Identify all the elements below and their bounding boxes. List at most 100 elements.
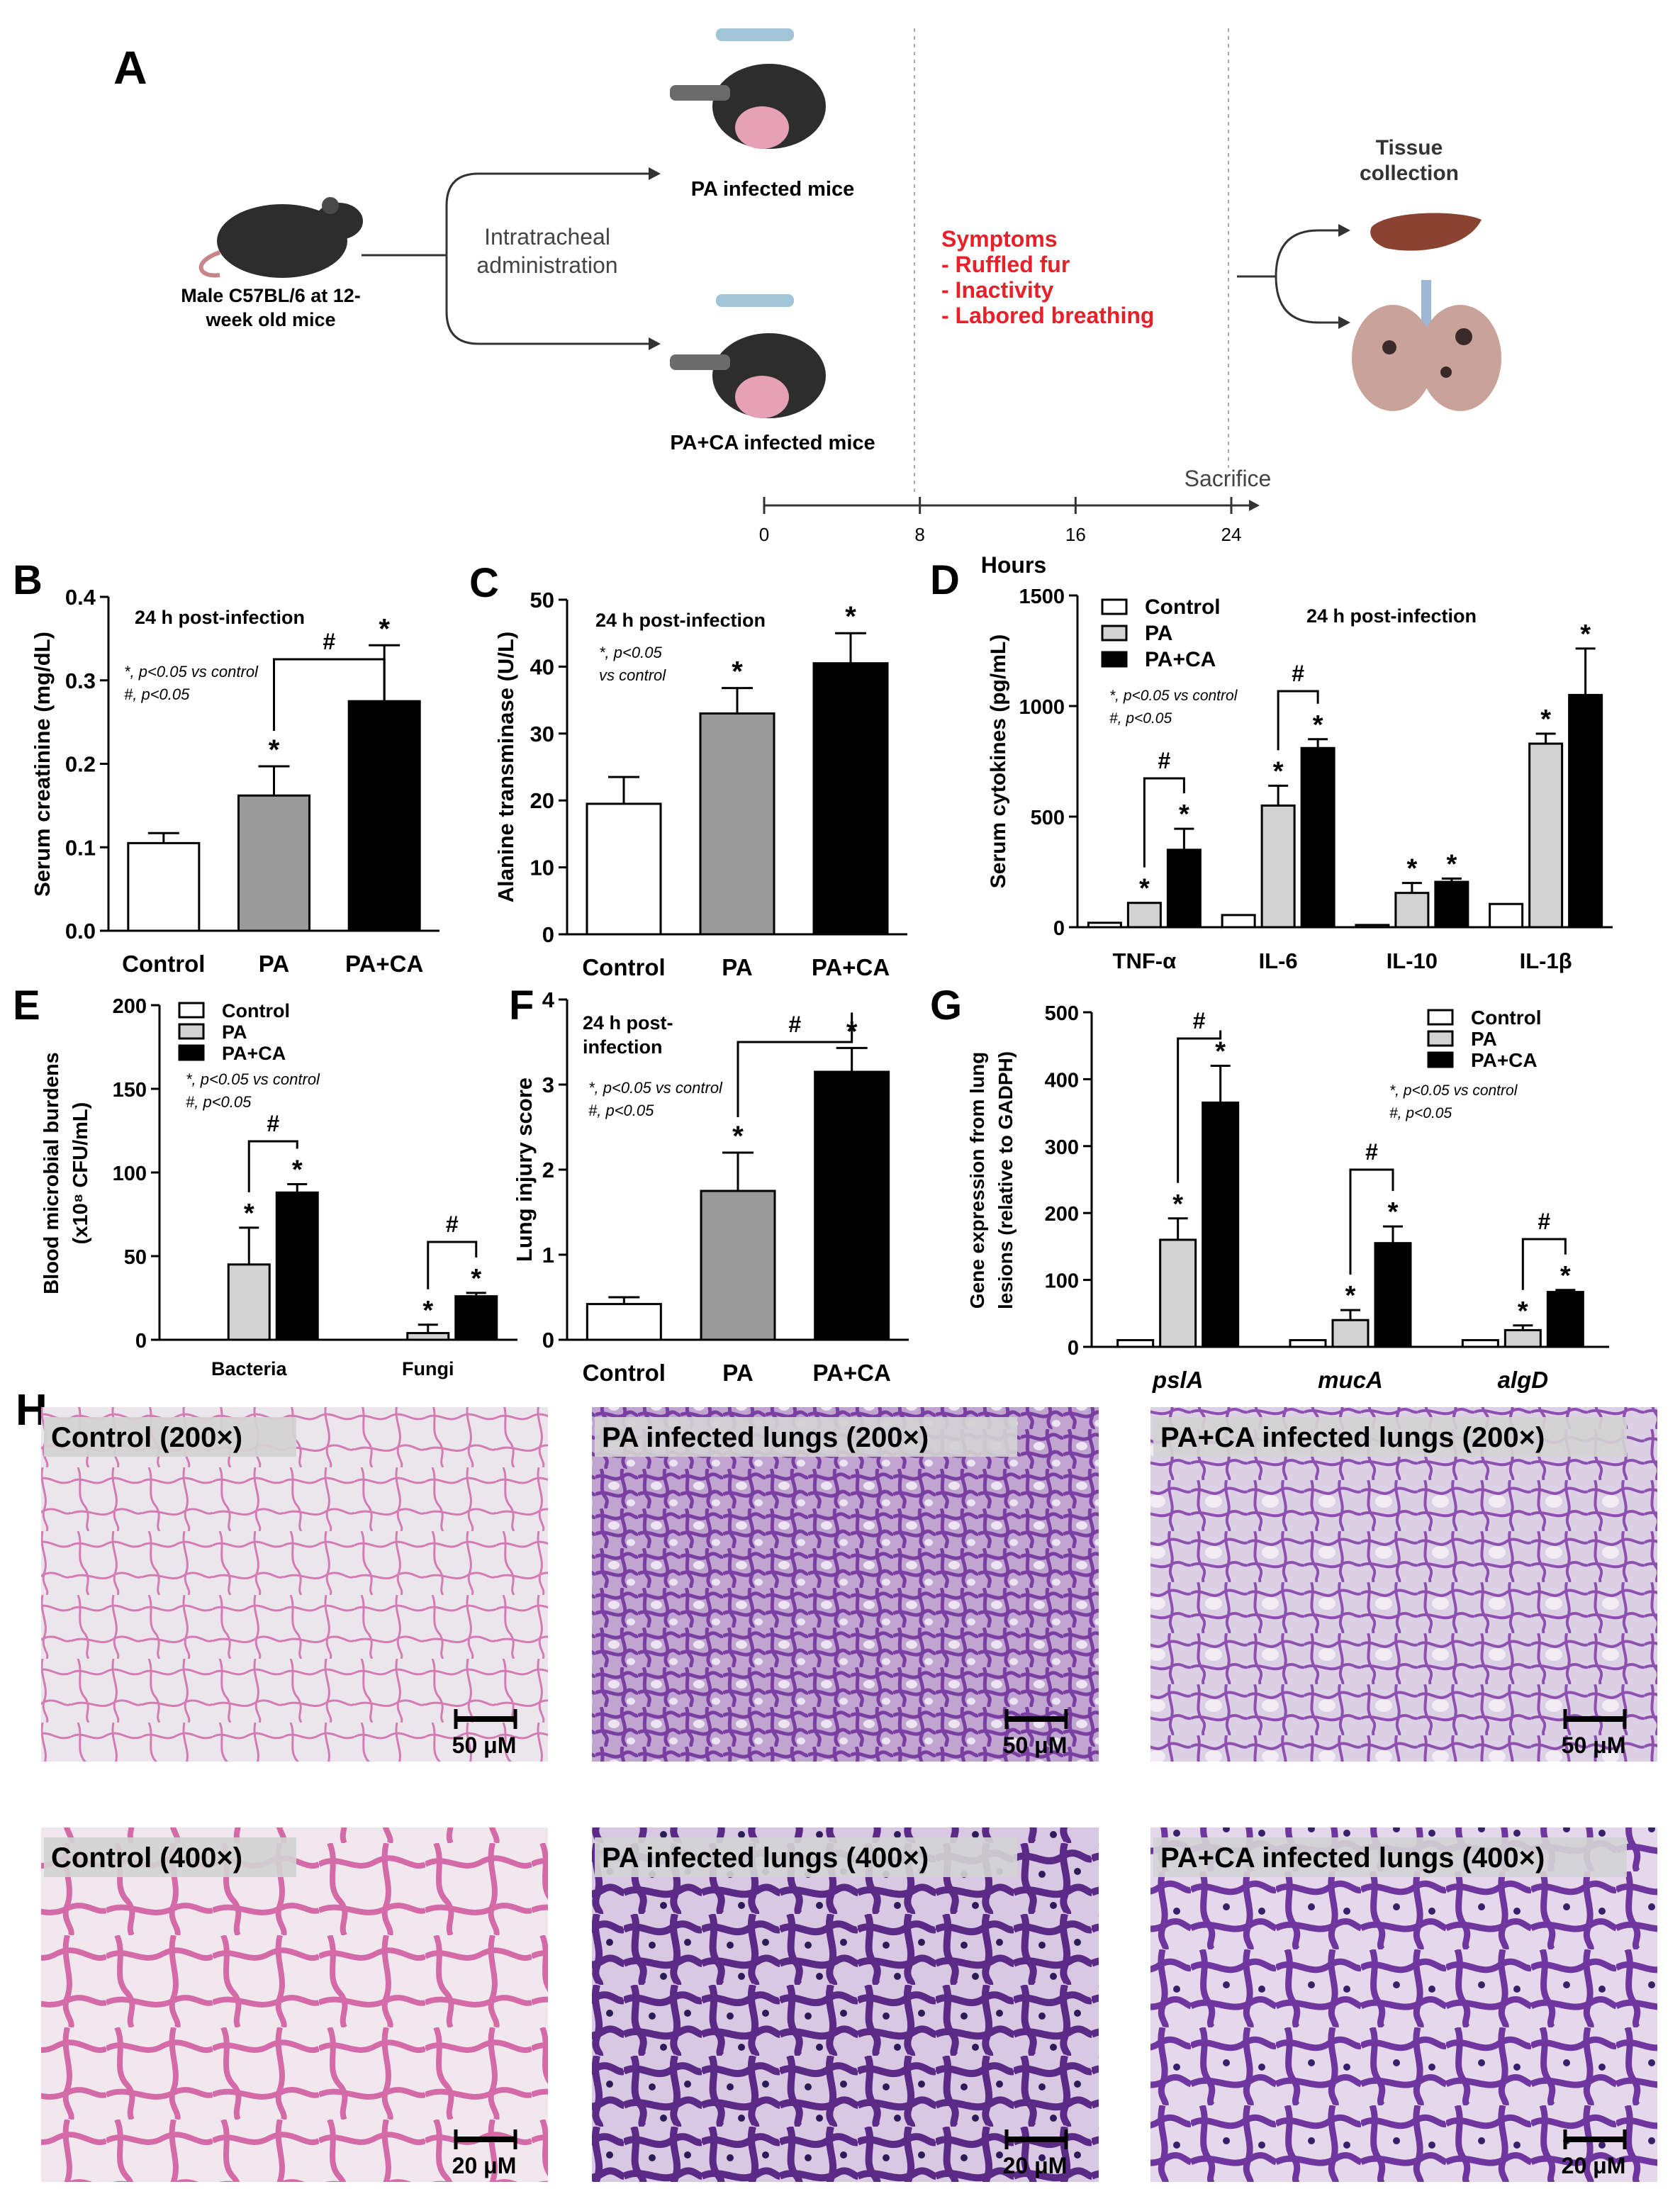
legend-swatch: [1427, 1051, 1454, 1068]
y-tick-label: 1500: [1019, 586, 1065, 608]
chart-note: *, p<0.05 vs control: [588, 1079, 723, 1097]
micrograph: PA+CA infected lungs (200×) 50 μM: [1150, 1407, 1657, 1762]
scale-bar-label: 50 μM: [452, 1732, 517, 1758]
micrograph-title-bg: [44, 1837, 296, 1877]
x-tick-label: Bacteria: [211, 1358, 288, 1379]
bar: [1374, 1242, 1412, 1348]
significance-hash: #: [267, 1111, 279, 1136]
bar: [1300, 746, 1335, 929]
bar: [1087, 922, 1122, 929]
bar: [1355, 924, 1390, 929]
route-line-1: Intratracheal: [484, 224, 610, 250]
chart-annotation: infection: [583, 1036, 663, 1058]
significance-hash: #: [323, 629, 335, 654]
chart-note: #, p<0.05: [588, 1102, 654, 1119]
chart-note: *, p<0.05 vs control: [186, 1070, 320, 1088]
y-tick-label: 1000: [1019, 696, 1065, 719]
chart-annotation: 24 h post-: [583, 1012, 673, 1034]
timeline-tick-label: 16: [1065, 524, 1086, 545]
timeline-tick-label: 0: [759, 524, 769, 545]
panel-e-chart: 0 50 100 150 200 * * Bacteria * * Fungi E *, p<0.05 …: [13, 982, 517, 1379]
micrograph: Control (400×) 20 μM: [41, 1827, 548, 2182]
tissue-line-1: Tissue: [1376, 136, 1443, 159]
micrograph-title-bg: [595, 1417, 1017, 1457]
panel-a: A Male C57BL/6 at 12- week old mice Intr…: [113, 28, 1501, 578]
bar: [1289, 1339, 1327, 1348]
y-tick-label: 0.0: [65, 919, 96, 944]
y-tick-label: 100: [113, 1163, 147, 1185]
x-tick-label: algD: [1498, 1367, 1549, 1393]
y-tick-label: 100: [1045, 1270, 1079, 1293]
significance-star: *: [1580, 620, 1591, 649]
significance-star: *: [471, 1264, 481, 1294]
bar: [1260, 804, 1296, 929]
significance-star: *: [1273, 756, 1284, 786]
micrograph-title-bg: [595, 1837, 1017, 1877]
chart-note: *, p<0.05 vs control: [1389, 1082, 1518, 1099]
legend-label: PA: [1145, 622, 1172, 645]
y-tick-label: 2: [542, 1158, 554, 1182]
legend-label: Control: [1471, 1007, 1542, 1029]
chart-note: *, p<0.05 vs control: [1109, 688, 1238, 704]
significance-hash: #: [1158, 748, 1170, 773]
paca-mouse-icon: [670, 294, 826, 418]
y-axis-label: Lung injury score: [512, 1077, 537, 1262]
mouse-label-line-2: week old mice: [205, 309, 335, 330]
x-tick-label: PA: [722, 954, 752, 980]
significance-star: *: [1560, 1261, 1571, 1291]
micrograph: PA+CA infected lungs (400×) 20 μM: [1150, 1827, 1657, 2182]
scale-bar-label: 20 μM: [1003, 2153, 1068, 2178]
y-tick-label: 3: [542, 1073, 554, 1097]
micrograph-title: Control (200×): [51, 1422, 242, 1453]
panel-c-chart: 0 10 20 30 40 50 Control * PA * PA+CA C 24 h post-in…: [469, 560, 907, 980]
bar: [1528, 742, 1564, 929]
x-tick-label: IL-6: [1259, 948, 1298, 973]
micrograph-image: [41, 1827, 548, 2182]
significance-hash: #: [1538, 1209, 1550, 1234]
significance-star: *: [292, 1155, 303, 1185]
bar: [812, 662, 889, 936]
panel-d-chart: 0 500 1000 1500 * * TNF-α * * IL-6 * * IL-10 * * IL-1β D…: [930, 557, 1613, 973]
y-tick-label: 0: [135, 1330, 147, 1353]
y-tick-label: 500: [1045, 1002, 1079, 1025]
significance-star: *: [1388, 1197, 1399, 1227]
micrograph-title: PA+CA infected lungs (200×): [1160, 1422, 1545, 1453]
scale-bar-label: 20 μM: [452, 2153, 517, 2178]
y-tick-label: 0.1: [65, 835, 96, 860]
bar: [1202, 1101, 1240, 1348]
panel-letter: G: [930, 982, 962, 1029]
symptom-3: - Labored breathing: [941, 303, 1154, 328]
bar: [237, 794, 310, 932]
y-tick-label: 10: [530, 856, 554, 880]
bar: [586, 802, 662, 936]
x-tick-label: pslA: [1152, 1367, 1204, 1393]
micrograph-title: PA infected lungs (200×): [602, 1422, 929, 1453]
timeline-tick-label: 24: [1221, 524, 1242, 545]
mouse-label-line-1: Male C57BL/6 at 12-: [181, 285, 361, 306]
scale-bar-label: 50 μM: [1562, 1732, 1626, 1758]
chart-note: #, p<0.05: [124, 685, 190, 703]
significance-star: *: [1446, 849, 1457, 879]
significance-star: *: [1540, 705, 1551, 734]
y-tick-label: 50: [530, 588, 554, 612]
sacrifice-label: Sacrifice: [1185, 466, 1272, 491]
legend-swatch: [1427, 1009, 1454, 1026]
y-tick-label: 30: [530, 722, 554, 746]
micrograph-title-bg: [1153, 1837, 1627, 1877]
scale-bar-label: 20 μM: [1562, 2153, 1626, 2178]
y-axis-label: Serum cytokines (pg/mL): [987, 634, 1010, 888]
micrograph-title-bg: [1153, 1417, 1627, 1457]
significance-star: *: [845, 601, 856, 632]
legend-label: PA+CA: [1145, 648, 1216, 671]
significance-bracket: [427, 1241, 478, 1289]
significance-bracket: [1177, 1030, 1222, 1183]
x-tick-label: Control: [122, 951, 205, 977]
y-tick-label: 0: [542, 922, 554, 947]
bar: [1546, 1291, 1584, 1348]
bar: [1394, 892, 1430, 929]
x-tick-label: Fungi: [402, 1358, 454, 1379]
legend-label: Control: [1145, 595, 1221, 619]
significance-hash: #: [1292, 661, 1304, 686]
